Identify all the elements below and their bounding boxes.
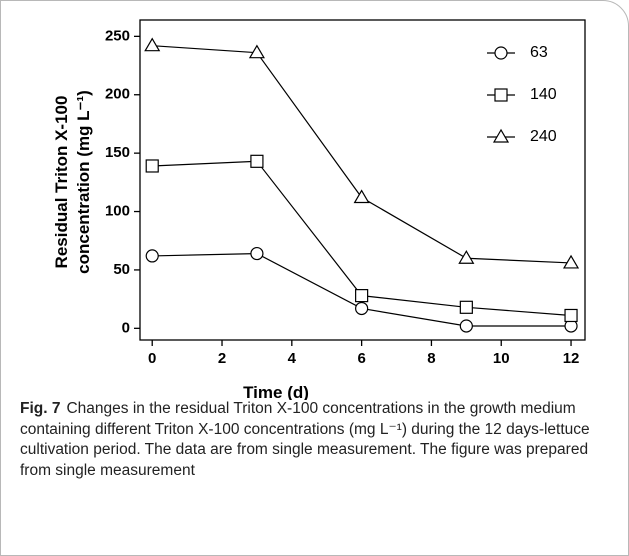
caption-text: Changes in the residual Triton X-100 con… — [20, 400, 590, 479]
marker — [145, 159, 159, 173]
y-tick-label: 250 — [105, 27, 130, 44]
marker — [459, 300, 473, 314]
chart: Time (d) Residual Triton X-100 concentra… — [52, 19, 586, 400]
y-axis-label: Residual Triton X-100 — [52, 96, 71, 269]
x-tick-label: 0 — [148, 350, 156, 367]
marker — [248, 44, 265, 59]
caption: Fig. 7 Changes in the residual Triton X-1… — [20, 399, 610, 481]
y-tick-label: 50 — [113, 261, 130, 278]
marker — [250, 154, 264, 168]
caption-label: Fig. 7 — [20, 400, 61, 417]
x-tick-label: 2 — [218, 350, 226, 367]
marker — [564, 308, 578, 323]
y-tick-label: 200 — [105, 86, 130, 103]
plot-frame — [139, 19, 586, 341]
marker — [145, 249, 159, 263]
marker — [458, 250, 475, 264]
legend-label: 140 — [530, 86, 557, 103]
x-tick-label: 10 — [493, 350, 510, 367]
x-tick-label: 6 — [357, 350, 365, 367]
legend-marker — [494, 88, 508, 102]
marker — [144, 37, 161, 52]
legend-label: 240 — [530, 128, 557, 145]
marker — [355, 289, 369, 303]
marker — [353, 189, 370, 204]
marker — [459, 319, 473, 333]
legend-marker — [492, 128, 510, 143]
x-axis-label: Time (d) — [243, 383, 309, 400]
x-tick-label: 4 — [288, 350, 297, 367]
legend-label: 63 — [530, 44, 548, 61]
legend-marker — [494, 46, 508, 60]
series-line — [152, 45, 572, 264]
marker — [250, 246, 264, 261]
marker — [355, 301, 369, 316]
marker — [562, 254, 580, 269]
x-tick-label: 12 — [563, 350, 580, 367]
y-tick-label: 100 — [105, 203, 130, 220]
y-tick-label: 0 — [122, 319, 130, 336]
y-axis-label: concentration (mg L⁻¹) — [74, 90, 93, 274]
y-tick-label: 150 — [105, 144, 130, 161]
x-tick-label: 8 — [427, 350, 435, 367]
